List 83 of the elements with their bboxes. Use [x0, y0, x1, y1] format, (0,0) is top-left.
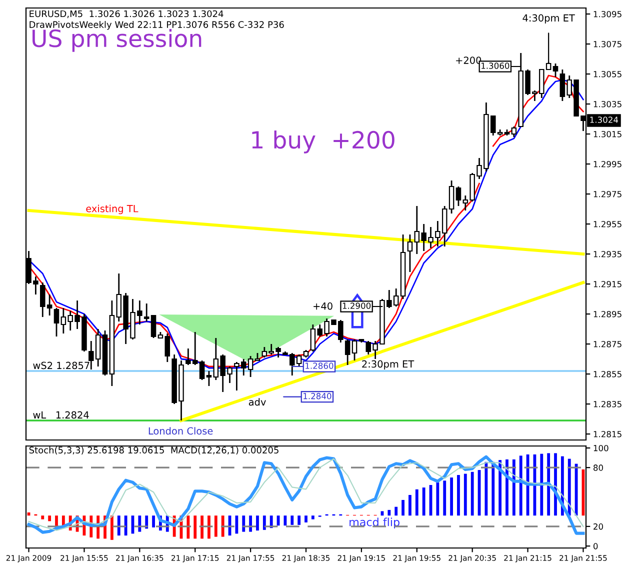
y-tick-label: 1.2955 [594, 220, 622, 228]
chart-title: EURUSD,M5 1.3026 1.3026 1.3023 1.3024 [30, 10, 224, 18]
annotation: US pm session [32, 28, 202, 52]
candlestick [144, 302, 150, 322]
candlestick [344, 338, 350, 366]
bar [422, 487, 426, 516]
candlestick [54, 307, 60, 338]
annotation: adv [248, 398, 266, 406]
y-tick-label: 1.2855 [594, 370, 622, 378]
y-tick-label: 1.2915 [594, 280, 622, 288]
bar [48, 516, 52, 522]
annotation: 1.3060 [481, 62, 510, 69]
y-tick-label: 80 [594, 464, 603, 471]
annotation: macd flip [350, 518, 400, 528]
bar [311, 516, 314, 520]
y-tick-label: 1.2815 [594, 430, 622, 438]
bar [415, 489, 418, 516]
y-tick-label: 1.3095 [594, 10, 622, 18]
candlestick [511, 126, 517, 138]
bar [408, 494, 412, 516]
annotation: 1 buy +200 [252, 130, 394, 154]
bar [256, 516, 259, 531]
y-tick-label: 1.2935 [594, 250, 622, 258]
bar [298, 516, 301, 525]
annotation: +40 [314, 302, 332, 310]
bar [262, 516, 266, 530]
annotation: London Close [148, 427, 213, 435]
bar [443, 480, 446, 516]
y-tick-label: 1.2895 [594, 310, 622, 318]
bar [394, 506, 398, 516]
ref-line-label: wS2 1.2857 [33, 362, 90, 370]
bar [152, 516, 155, 528]
bar [235, 516, 238, 534]
bar [388, 510, 391, 516]
bar [214, 516, 218, 537]
bar [464, 474, 467, 516]
bar [194, 516, 197, 539]
bar [221, 516, 224, 537]
chart-title: Stoch(5,3,3) 25.6198 19.0615 MACD(12,26,1) 0.00205 [29, 446, 278, 455]
annotation: 1.2860 [306, 362, 334, 369]
y-tick-label: 1.3035 [594, 100, 622, 108]
annotation: 1.3024 [590, 116, 618, 123]
bar [436, 482, 440, 516]
candlestick [456, 186, 462, 207]
y-tick-label: 1.3015 [594, 130, 622, 138]
bar [117, 516, 120, 536]
candlestick [206, 370, 212, 387]
annotation: existing TL [86, 204, 138, 214]
bar [450, 478, 453, 516]
bar [484, 462, 488, 516]
bar [124, 516, 128, 536]
bar [519, 456, 522, 516]
y-tick-label: 1.3075 [594, 40, 622, 48]
bar [290, 516, 294, 525]
y-tick-label: 20 [594, 523, 603, 530]
annotation: 1.2900 [342, 302, 371, 309]
bar [470, 472, 474, 516]
y-tick-label: 1.2835 [594, 400, 622, 408]
bar [574, 464, 578, 516]
candlestick [407, 234, 413, 273]
candlestick [352, 338, 358, 362]
candlestick [164, 332, 170, 363]
bar [457, 475, 460, 516]
bar [402, 500, 404, 516]
candlestick [150, 314, 156, 339]
y-tick-label: 1.3055 [594, 70, 622, 78]
text: DrawPivotsWeekly Wed 22:11 PP1.3076 R556 C-332 P36 [30, 20, 284, 30]
annotation: 2:30pm ET [362, 360, 414, 370]
y-tick-label: 1.2875 [594, 340, 622, 348]
bar [41, 516, 44, 520]
candlestick [552, 62, 558, 78]
y-tick-label: 1.2995 [594, 160, 622, 168]
annotation: 1.2840 [304, 392, 332, 400]
ref-line-label: wL 1.2824 [33, 411, 89, 419]
y-tick-label: 1.2975 [594, 190, 622, 198]
bar [540, 454, 544, 516]
bar [110, 516, 114, 540]
annotation: 4:30pm ET [522, 14, 575, 24]
candlestick [199, 360, 205, 381]
candlestick [448, 180, 454, 214]
y-tick-label: 0 [593, 543, 598, 550]
bar [304, 516, 308, 522]
y-tick-label: 100 [594, 444, 608, 452]
